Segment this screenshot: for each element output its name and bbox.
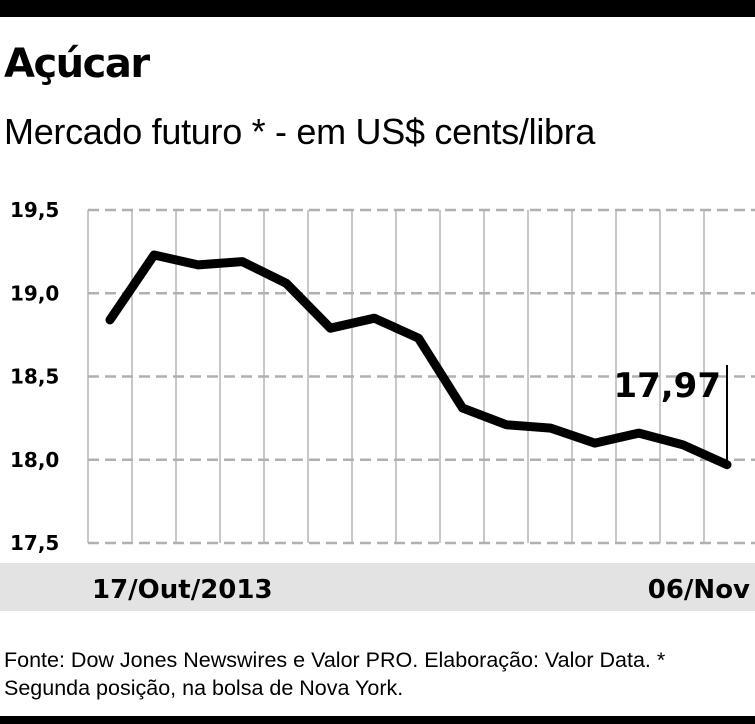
data-point (459, 405, 466, 412)
horizontal-gridlines (88, 208, 755, 545)
data-point (547, 425, 554, 432)
y-tick-label: 18,0 (10, 448, 59, 472)
data-point (283, 280, 290, 287)
y-tick-label: 17,5 (10, 531, 59, 555)
data-point (239, 258, 246, 265)
top-rule (0, 0, 755, 17)
data-point (415, 335, 422, 342)
line-chart: 19,5 19,0 18,5 18,0 17,5 17,97 17/Out/2013 0… (0, 198, 755, 611)
y-axis-ticks: 19,5 19,0 18,5 18,0 17,5 (10, 198, 59, 555)
data-point (195, 261, 202, 268)
source-note: Fonte: Dow Jones Newswires e Valor PRO. … (4, 648, 666, 700)
bottom-rule (0, 716, 755, 724)
chart-subtitle: Mercado futuro * - em US$ cents/libra (4, 111, 596, 152)
data-point (591, 440, 598, 447)
data-point (503, 421, 510, 428)
chart-title: Açúcar (4, 41, 150, 87)
y-tick-label: 18,5 (10, 365, 59, 389)
y-tick-label: 19,5 (10, 198, 59, 222)
data-point (327, 325, 334, 332)
last-value-label: 17,97 (613, 366, 721, 406)
series-line (105, 250, 732, 470)
data-point (635, 430, 642, 437)
y-tick-label: 19,0 (10, 281, 59, 305)
data-point (371, 315, 378, 322)
data-point (679, 441, 686, 448)
data-point (151, 251, 158, 258)
x-axis-start-label: 17/Out/2013 (92, 575, 273, 605)
x-axis-end-label: 06/Nov (648, 575, 750, 605)
x-axis-band (0, 563, 755, 611)
data-point (107, 316, 113, 323)
